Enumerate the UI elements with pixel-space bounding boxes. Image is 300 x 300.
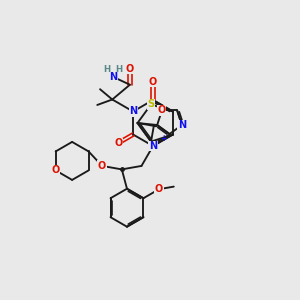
Text: +: + xyxy=(160,134,166,143)
Text: N: N xyxy=(110,72,118,82)
Text: O: O xyxy=(98,161,106,171)
Text: O: O xyxy=(114,138,122,148)
Text: O: O xyxy=(158,106,166,116)
Text: O: O xyxy=(149,77,157,87)
Text: N: N xyxy=(129,106,137,116)
Text: N: N xyxy=(149,141,157,151)
Text: H: H xyxy=(115,64,122,74)
Text: N: N xyxy=(178,120,186,130)
Text: S: S xyxy=(148,99,154,110)
Text: O: O xyxy=(155,184,163,194)
Text: H: H xyxy=(103,64,110,74)
Text: O: O xyxy=(52,165,60,176)
Text: O: O xyxy=(126,64,134,74)
